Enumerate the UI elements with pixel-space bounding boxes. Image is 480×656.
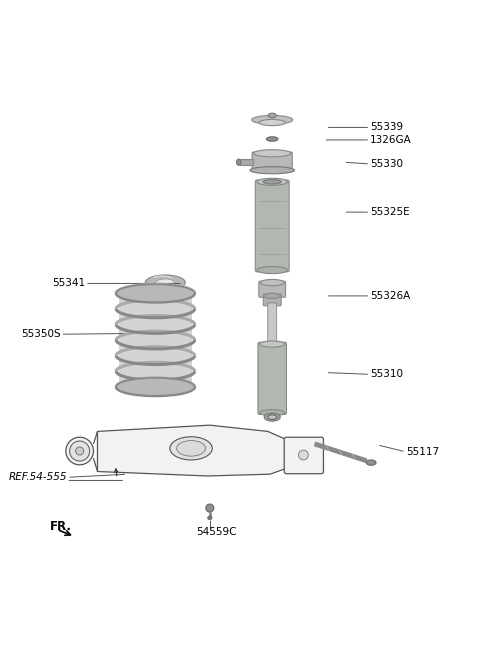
FancyBboxPatch shape — [259, 281, 286, 297]
Ellipse shape — [263, 180, 281, 184]
Ellipse shape — [156, 279, 175, 286]
Ellipse shape — [268, 415, 276, 419]
Ellipse shape — [116, 284, 195, 302]
Ellipse shape — [266, 137, 278, 141]
FancyBboxPatch shape — [264, 294, 281, 306]
Text: REF.54-555: REF.54-555 — [9, 472, 67, 482]
FancyBboxPatch shape — [258, 342, 287, 415]
Ellipse shape — [208, 516, 212, 520]
Text: 55325E: 55325E — [370, 207, 410, 217]
FancyBboxPatch shape — [284, 437, 324, 474]
Ellipse shape — [170, 437, 212, 460]
Text: 55341: 55341 — [52, 278, 85, 289]
FancyBboxPatch shape — [255, 180, 289, 272]
Text: FR.: FR. — [50, 520, 72, 533]
Polygon shape — [240, 159, 253, 165]
Ellipse shape — [257, 266, 288, 274]
Ellipse shape — [260, 341, 285, 347]
Ellipse shape — [66, 437, 94, 465]
Ellipse shape — [252, 115, 293, 125]
Ellipse shape — [76, 447, 84, 455]
Ellipse shape — [253, 150, 291, 157]
Ellipse shape — [257, 178, 288, 186]
Text: 55310: 55310 — [370, 369, 403, 379]
Ellipse shape — [259, 119, 285, 126]
Ellipse shape — [366, 460, 376, 465]
Ellipse shape — [145, 275, 185, 290]
FancyBboxPatch shape — [119, 309, 192, 325]
Text: 55350S: 55350S — [21, 329, 60, 339]
Ellipse shape — [264, 293, 280, 298]
Polygon shape — [97, 425, 292, 476]
Ellipse shape — [260, 279, 284, 285]
Ellipse shape — [299, 450, 308, 460]
FancyBboxPatch shape — [119, 356, 192, 371]
FancyBboxPatch shape — [268, 303, 276, 345]
Text: 54559C: 54559C — [196, 527, 237, 537]
Text: 55339: 55339 — [370, 123, 403, 133]
Ellipse shape — [70, 441, 90, 461]
FancyBboxPatch shape — [119, 340, 192, 356]
Ellipse shape — [264, 413, 280, 421]
Text: 55326A: 55326A — [370, 291, 410, 301]
FancyBboxPatch shape — [252, 152, 292, 172]
Text: 55330: 55330 — [370, 159, 403, 169]
FancyBboxPatch shape — [119, 293, 192, 309]
Ellipse shape — [268, 113, 276, 117]
Ellipse shape — [206, 504, 214, 512]
FancyBboxPatch shape — [119, 325, 192, 340]
Ellipse shape — [237, 159, 241, 165]
FancyBboxPatch shape — [119, 371, 192, 387]
Ellipse shape — [260, 409, 285, 416]
Ellipse shape — [116, 378, 195, 396]
Text: 1326GA: 1326GA — [370, 135, 412, 145]
Ellipse shape — [177, 441, 205, 456]
Text: 55117: 55117 — [406, 447, 439, 457]
Ellipse shape — [250, 167, 295, 174]
